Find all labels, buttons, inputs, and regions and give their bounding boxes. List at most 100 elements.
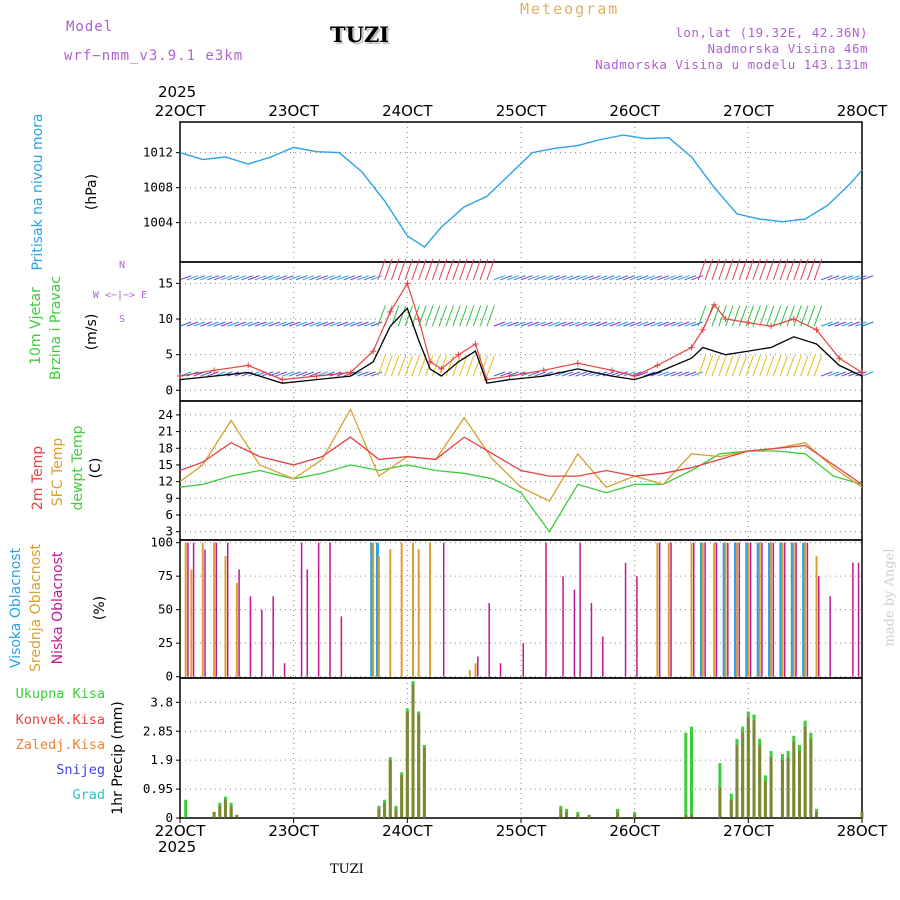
ytick-label-4: 3.8	[150, 694, 173, 709]
low-cloud-bar	[215, 542, 218, 677]
xtick-bottom-label: 24OCT	[382, 822, 433, 840]
wind-arrow	[316, 275, 328, 281]
wind-arrow	[643, 371, 656, 377]
wind-arrow	[329, 321, 342, 327]
wind-arrow	[465, 258, 475, 280]
gust-marker	[836, 355, 843, 362]
low-cloud-bar	[749, 542, 752, 677]
wind-arrow	[213, 275, 226, 281]
wind-arrow	[643, 275, 656, 281]
wind-arrow	[445, 355, 454, 377]
wind-arrow	[616, 321, 628, 327]
wind-arrow	[855, 321, 867, 327]
conv-precip-bar	[758, 744, 762, 818]
ytick-label-2: 21	[158, 424, 173, 439]
wind-arrow	[390, 258, 400, 280]
wind-arrow	[691, 321, 703, 327]
mid-cloud-bar	[235, 582, 238, 677]
wind-arrow	[711, 355, 720, 377]
wind-arrow	[834, 371, 847, 377]
xtick-bottom-label: 26OCT	[609, 822, 660, 840]
wind-arrow	[725, 355, 734, 377]
xtick-top-label: 23OCT	[268, 102, 319, 120]
wind-arrow	[514, 321, 526, 327]
wind-arrow	[609, 321, 622, 327]
wind-arrow	[548, 321, 560, 327]
ytick-label-4: 2.85	[143, 723, 173, 738]
wind-arrow	[834, 321, 847, 327]
conv-precip-bar	[411, 684, 415, 818]
wind-arrow	[813, 305, 823, 327]
chart-title: Meteogram	[520, 0, 620, 18]
wind-arrow	[282, 321, 294, 327]
wind-arrow	[786, 305, 795, 327]
wind-arrow	[302, 371, 315, 377]
wind-arrow	[806, 355, 816, 377]
gust-marker	[370, 348, 377, 355]
wind-arrow	[568, 275, 581, 281]
mid-cloud-bar	[747, 542, 750, 677]
wind-arrow	[384, 258, 393, 280]
wind-arrow	[534, 321, 547, 327]
ytick-label-1: 15	[158, 275, 173, 290]
mid-cloud-bar	[758, 542, 761, 677]
low-cloud-bar	[579, 542, 581, 677]
elevation-label: Nadmorska Visina 46m	[707, 41, 868, 56]
ytick-label-2: 9	[165, 490, 173, 505]
wind-arrow	[554, 371, 567, 377]
gust-marker	[790, 316, 797, 323]
conv-precip-bar	[383, 802, 387, 818]
wind-arrow	[438, 305, 448, 327]
ytick-label-3: 0	[165, 669, 173, 684]
wind-arrow	[316, 321, 328, 327]
high-cloud-bar	[790, 542, 794, 677]
low-cloud-bar	[624, 562, 627, 677]
wind-arrow	[282, 371, 294, 377]
wind-arrow	[343, 321, 356, 327]
wind-arrow	[363, 275, 376, 281]
ytick-label-3: 25	[158, 635, 173, 650]
wind-arrow	[418, 258, 427, 280]
wind-arrow	[677, 371, 690, 377]
wind-arrow	[323, 321, 335, 327]
mid-cloud-bar	[224, 556, 227, 677]
wind-arrow	[766, 355, 775, 377]
coords-label: lon,lat (19.32E, 42.36N)	[675, 25, 868, 40]
wind-arrow	[465, 355, 475, 377]
wind-arrow	[554, 275, 567, 281]
low-cloud-bar	[261, 609, 263, 677]
gust-marker	[472, 340, 479, 347]
gust-marker	[506, 373, 513, 380]
wind-units: (m/s)	[84, 314, 100, 351]
wind-arrow	[425, 258, 434, 280]
low-cloud-bar	[249, 596, 252, 677]
ytick-label-4: 1.9	[150, 752, 173, 767]
wind-arrow	[800, 355, 809, 377]
ytick-label-3: 75	[158, 568, 173, 583]
wind-arrow	[261, 321, 274, 327]
wind-arrow	[718, 258, 727, 280]
wind-arrow	[616, 275, 628, 281]
gust-marker	[859, 369, 865, 376]
ytick-label-2: 3	[165, 524, 173, 539]
wind-arrow	[766, 258, 775, 280]
wind-arrow	[657, 371, 669, 377]
wind-arrow	[445, 305, 454, 327]
wind-arrow	[670, 321, 683, 327]
wind-arrow	[786, 258, 795, 280]
low-cloud-bar	[187, 542, 189, 677]
wind-arrow	[697, 355, 707, 377]
wind-arrow	[200, 371, 212, 377]
wind-arrow	[813, 258, 823, 280]
conv-precip-bar	[388, 760, 392, 818]
conv-precip-bar	[860, 811, 864, 818]
wind-arrow	[520, 321, 533, 327]
low-cloud-bar	[761, 542, 763, 677]
wind-arrow	[207, 275, 219, 281]
wind-arrow	[404, 305, 414, 327]
wind-arrow	[288, 275, 301, 281]
wind-arrow	[738, 355, 748, 377]
wind-arrow	[793, 258, 802, 280]
mid-cloud-bar	[474, 663, 477, 677]
wind-arrow	[295, 275, 308, 281]
